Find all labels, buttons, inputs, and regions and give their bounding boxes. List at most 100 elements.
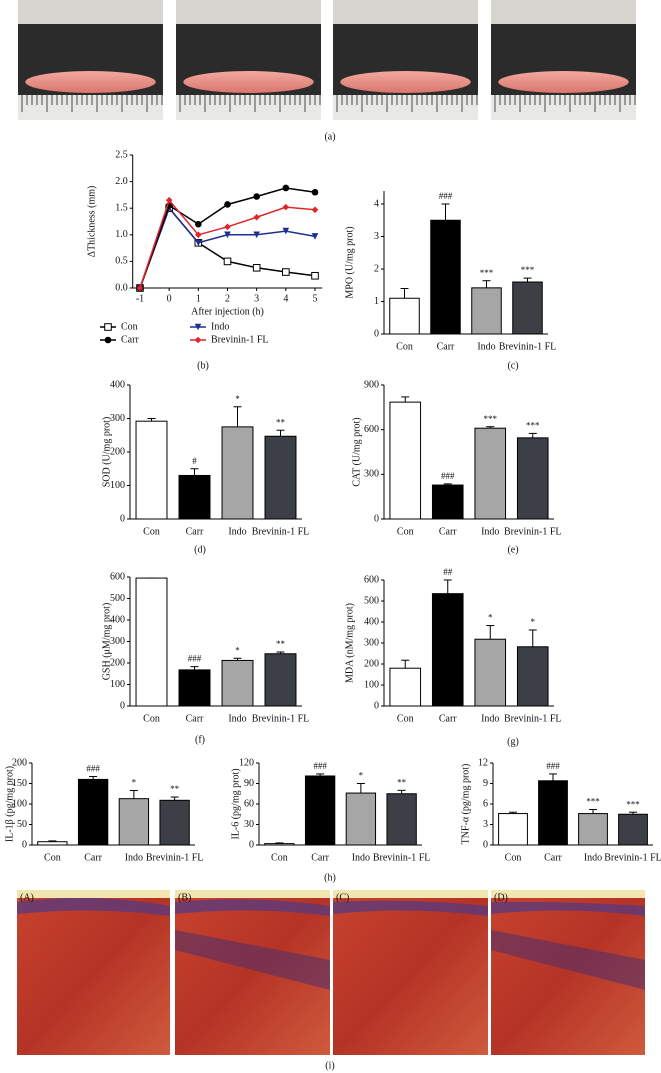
photo-backdrop xyxy=(333,0,478,24)
epidermis xyxy=(175,899,330,916)
x-tick-label: Con xyxy=(396,341,413,352)
marker xyxy=(195,220,202,228)
bar xyxy=(431,593,464,707)
bar xyxy=(37,841,68,846)
y-tick-label: 9 xyxy=(483,778,488,789)
marker xyxy=(224,201,231,208)
x-tick-label: Con xyxy=(44,852,61,863)
y-tick-label: 0 xyxy=(120,700,125,711)
bar xyxy=(221,426,254,520)
bar xyxy=(221,659,254,707)
y-axis-label: IL-6 (pg/mg prot) xyxy=(230,768,241,839)
histology-label: (B) xyxy=(178,892,191,903)
histology-top xyxy=(175,890,330,898)
x-tick-label: Con xyxy=(143,713,160,724)
y-tick-label: 120 xyxy=(239,757,254,768)
y-tick-label: 200 xyxy=(110,446,125,457)
bar xyxy=(304,775,336,846)
y-tick-label: 6 xyxy=(483,798,488,809)
histology-label: (D) xyxy=(494,892,508,903)
bar xyxy=(264,843,295,846)
significance: ### xyxy=(86,764,100,774)
x-tick-label: Brevinin-1 FL xyxy=(252,526,310,537)
y-tick-label: 600 xyxy=(364,574,379,585)
x-tick-label: Indo xyxy=(481,526,499,537)
y-tick-label: 30 xyxy=(244,819,254,830)
marker xyxy=(282,268,290,276)
y-axis-label: CAT (U/mg prot) xyxy=(351,417,362,486)
significance: # xyxy=(192,456,197,466)
significance: ** xyxy=(170,784,180,794)
y-tick-label: 200 xyxy=(12,757,27,768)
series-line xyxy=(139,206,316,289)
infiltrate xyxy=(491,930,645,990)
x-tick-label: Brevinin-1 FL xyxy=(604,852,661,863)
bar xyxy=(516,437,549,520)
panel-label: (g) xyxy=(507,736,519,747)
significance: * xyxy=(235,394,240,404)
bar xyxy=(538,780,568,846)
marker xyxy=(311,271,319,280)
panel-label: (c) xyxy=(507,360,518,371)
y-tick-label: 100 xyxy=(364,679,379,690)
y-axis-label: SOD (U/mg prot) xyxy=(101,417,112,488)
panel-label: (a) xyxy=(324,131,335,142)
significance: * xyxy=(531,617,536,627)
significance: ### xyxy=(313,761,327,771)
bar xyxy=(389,667,422,707)
panel-label: (f) xyxy=(195,734,205,745)
marker xyxy=(282,227,290,235)
y-axis-label: ΔThickness (mm) xyxy=(86,186,97,258)
x-tick-label: Carr xyxy=(186,713,204,724)
epidermis xyxy=(17,897,170,916)
bar xyxy=(135,420,168,520)
y-tick-label: 300 xyxy=(110,636,125,647)
y-tick-label: 0 xyxy=(374,328,379,339)
bar xyxy=(389,297,420,335)
y-tick-label: 300 xyxy=(364,637,379,648)
y-tick-label: 0 xyxy=(374,700,379,711)
y-tick-label: 100 xyxy=(110,679,125,690)
x-tick-label: Brevinin-1 FL xyxy=(504,526,562,537)
photo-backdrop xyxy=(176,0,321,24)
panel-label: (d) xyxy=(194,544,206,555)
bar xyxy=(77,778,109,846)
marker xyxy=(136,284,144,292)
x-tick-label: Brevinin-1 FL xyxy=(373,852,431,863)
y-tick-label: 2 xyxy=(374,263,379,274)
marker xyxy=(253,193,260,200)
y-tick-label: 400 xyxy=(110,379,125,390)
significance: ## xyxy=(443,567,453,577)
x-tick-label: 5 xyxy=(313,293,318,304)
x-tick-label: Con xyxy=(397,713,414,724)
y-tick-label: 50 xyxy=(17,819,27,830)
y-axis-label: MDA (nM/mg prot) xyxy=(344,603,355,683)
marker xyxy=(311,233,319,240)
marker xyxy=(165,196,173,204)
x-tick-label: 1 xyxy=(196,293,201,304)
bar xyxy=(118,798,150,846)
x-tick-label: Carr xyxy=(439,526,457,537)
significance: ### xyxy=(441,471,455,481)
paw xyxy=(25,71,156,93)
y-tick-label: 150 xyxy=(12,778,27,789)
significance: ** xyxy=(276,639,286,649)
bar xyxy=(159,799,190,846)
bar xyxy=(474,638,507,707)
photo-backdrop xyxy=(18,0,163,24)
significance: *** xyxy=(484,414,498,424)
bar xyxy=(578,813,608,846)
bar xyxy=(135,577,168,707)
significance: ** xyxy=(397,777,407,787)
bar xyxy=(512,281,543,335)
y-tick-label: 300 xyxy=(110,413,125,424)
significance: ### xyxy=(188,654,202,664)
x-tick-label: Con xyxy=(143,526,160,537)
ruler xyxy=(491,95,636,120)
y-tick-label: 200 xyxy=(364,658,379,669)
y-tick-label: 3 xyxy=(374,231,379,242)
bar xyxy=(430,219,461,335)
marker xyxy=(252,263,261,272)
x-tick-label: Con xyxy=(271,852,288,863)
